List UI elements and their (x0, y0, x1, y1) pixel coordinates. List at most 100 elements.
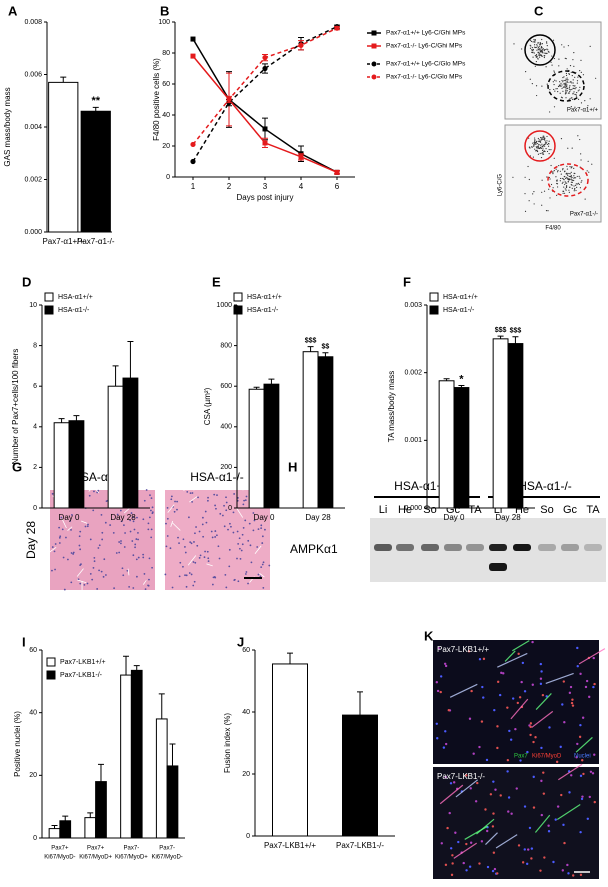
dot (574, 93, 576, 95)
nucleus (135, 538, 138, 540)
dot (536, 146, 538, 148)
fiber-edge (76, 568, 84, 577)
legend-label: Pax7-LKB1-/- (60, 672, 103, 679)
nucleus (593, 682, 596, 686)
nucleus (444, 863, 448, 867)
nucleus (561, 869, 565, 872)
dot (567, 181, 569, 183)
nucleus (51, 569, 53, 572)
bar (438, 380, 455, 509)
nucleus (245, 571, 248, 573)
error-bar (133, 665, 140, 671)
legend-swatch (46, 657, 56, 667)
nucleus (521, 661, 525, 665)
y-tick-label: 800 (220, 342, 232, 349)
nucleus (436, 689, 440, 693)
dot (572, 79, 574, 81)
nucleus (83, 583, 86, 586)
dot (579, 86, 581, 89)
dot (538, 147, 541, 150)
nucleus (243, 499, 245, 502)
nucleus (465, 842, 468, 846)
nucleus (568, 691, 572, 695)
dot (573, 87, 575, 90)
dot (530, 40, 533, 43)
bar (272, 663, 308, 837)
nucleus (519, 759, 522, 762)
nucleus (485, 758, 489, 762)
dot (561, 44, 563, 46)
nucleus (215, 507, 217, 510)
dot (539, 51, 541, 53)
dot (547, 51, 550, 53)
dot (569, 89, 572, 91)
nucleus (132, 587, 135, 589)
nucleus (482, 696, 485, 699)
x-tick-label: Ki67/MyoD+ (79, 855, 112, 861)
dot (555, 168, 557, 170)
dot (578, 183, 580, 186)
dot (524, 176, 526, 178)
myotube (545, 672, 574, 685)
dot (567, 45, 570, 47)
nucleus (543, 856, 546, 859)
dot (563, 76, 565, 78)
panel-label: H (288, 459, 297, 474)
dot (565, 84, 567, 86)
dot (546, 150, 549, 153)
nucleus (123, 524, 125, 527)
legend-swatch (233, 292, 243, 302)
dot (567, 147, 569, 149)
nucleus (579, 830, 582, 834)
nucleus (165, 545, 168, 548)
nucleus (523, 848, 526, 851)
y-tick-label: 400 (220, 424, 232, 431)
nucleus (211, 536, 214, 539)
dot (546, 44, 548, 47)
marker (190, 141, 196, 148)
nucleus (499, 794, 502, 797)
nucleus (223, 504, 225, 507)
dot (550, 164, 552, 167)
panel-label: J (237, 634, 244, 649)
dot (531, 47, 533, 49)
x-tick-label: Pax7-α1+/+ (42, 237, 84, 246)
bar (68, 420, 85, 509)
dot (539, 44, 541, 46)
dot (589, 45, 591, 47)
nucleus (98, 569, 100, 572)
nucleus (178, 575, 181, 578)
nucleus (136, 516, 138, 519)
y-tick-label: 40 (242, 709, 250, 716)
nucleus (237, 580, 240, 583)
nucleus (491, 869, 495, 873)
nucleus (486, 865, 490, 869)
dot (571, 97, 573, 99)
dot (565, 74, 568, 77)
nucleus (134, 543, 137, 546)
dot (540, 144, 542, 146)
nucleus (523, 805, 527, 808)
dot (547, 142, 550, 145)
fiber-edge (142, 580, 147, 585)
nucleus (517, 652, 520, 656)
row-label: Day 28 (24, 521, 38, 559)
bar (59, 820, 72, 839)
nucleus (260, 524, 263, 527)
nucleus (190, 573, 193, 576)
nucleus (194, 532, 196, 535)
dot (540, 139, 542, 141)
nucleus (92, 509, 95, 512)
nucleus (562, 680, 566, 683)
dot (562, 178, 564, 180)
dot (547, 49, 549, 51)
dot (572, 84, 574, 87)
dot (564, 84, 566, 86)
dot (552, 173, 554, 175)
nucleus (507, 796, 511, 799)
nucleus (244, 499, 247, 502)
x-tick-label: Pax7- (124, 846, 140, 852)
nucleus (79, 548, 82, 551)
dot (559, 81, 561, 83)
nucleus (191, 492, 194, 494)
